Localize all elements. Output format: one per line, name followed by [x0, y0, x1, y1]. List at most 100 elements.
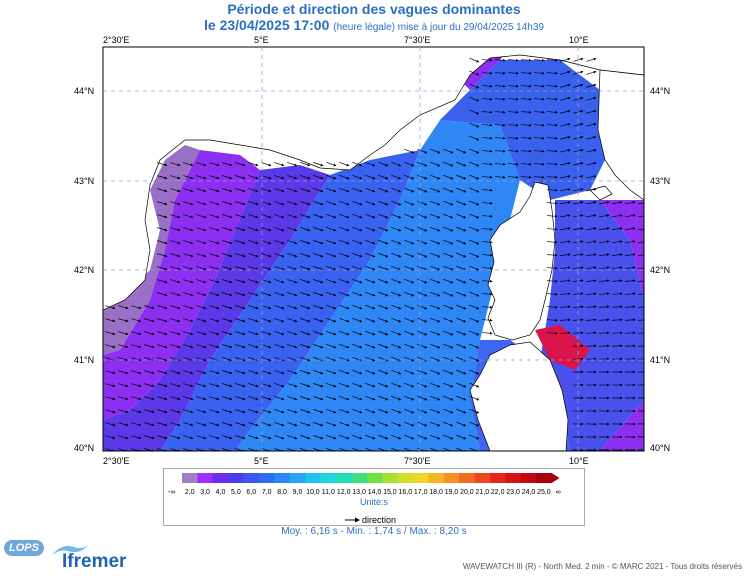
direction-arrow	[261, 383, 272, 388]
direction-arrow	[196, 435, 207, 440]
direction-arrow	[417, 161, 428, 167]
direction-arrow	[391, 382, 402, 388]
land-mainland	[103, 47, 644, 311]
direction-arrow	[339, 421, 350, 427]
direction-arrow	[235, 175, 246, 180]
direction-arrow	[546, 188, 558, 192]
direction-arrow	[131, 357, 142, 362]
direction-arrow	[118, 344, 129, 349]
direction-arrow	[612, 201, 623, 205]
direction-arrow	[235, 292, 246, 297]
direction-arrow	[313, 175, 324, 180]
direction-arrow	[456, 174, 467, 180]
direction-arrow	[287, 305, 298, 310]
direction-arrow	[469, 304, 480, 310]
direction-arrow	[507, 84, 519, 88]
direction-arrow	[507, 162, 519, 166]
direction-arrow	[235, 279, 246, 284]
land-italy	[597, 69, 644, 201]
direction-arrow	[443, 291, 454, 297]
direction-arrow	[546, 253, 558, 257]
direction-arrow	[404, 382, 415, 388]
direction-arrow	[637, 332, 644, 334]
direction-arrow	[222, 305, 233, 310]
direction-arrow	[611, 292, 623, 296]
direction-arrow	[417, 408, 428, 414]
direction-arrow	[287, 344, 298, 349]
legend-value-label: 14,0	[368, 489, 382, 496]
direction-arrow	[559, 279, 571, 283]
direction-arrow	[105, 383, 116, 388]
direction-arrow	[170, 162, 181, 167]
legend-swatch	[289, 473, 306, 483]
direction-arrow	[235, 448, 246, 451]
direction-arrow	[481, 97, 493, 101]
direction-arrow	[261, 422, 272, 427]
direction-arrow	[209, 370, 220, 375]
direction-arrow	[235, 266, 246, 271]
direction-arrow	[456, 291, 467, 297]
direction-arrow	[326, 253, 337, 258]
direction-arrow	[520, 110, 532, 114]
direction-arrow	[300, 331, 311, 336]
direction-arrow	[339, 356, 350, 362]
lon-label-bottom: 2°30'E	[103, 456, 129, 466]
direction-arrow	[365, 421, 376, 427]
direction-arrow	[533, 97, 545, 101]
direction-arrow	[235, 396, 246, 401]
direction-arrow	[196, 370, 207, 375]
direction-arrow	[469, 408, 480, 414]
lops-logo[interactable]: LOPS	[4, 540, 44, 556]
direction-arrow	[469, 70, 480, 76]
direction-arrow	[287, 292, 298, 297]
direction-arrow	[261, 162, 272, 167]
direction-arrow	[222, 292, 233, 297]
direction-arrow	[326, 162, 337, 167]
direction-arrow	[235, 318, 246, 323]
direction-arrow	[170, 292, 181, 297]
direction-arrow	[274, 422, 285, 427]
direction-arrow	[533, 58, 545, 62]
direction-arrow	[560, 96, 571, 101]
legend-value-label: 11,0	[322, 489, 335, 496]
direction-arrow	[378, 408, 389, 414]
direction-arrow	[560, 135, 571, 140]
direction-arrow	[326, 357, 337, 362]
ifremer-logo[interactable]: Ifremer	[62, 551, 127, 572]
direction-arrow	[118, 435, 129, 440]
direction-arrow	[560, 109, 571, 114]
legend-swatch	[505, 473, 522, 483]
direction-arrow	[559, 266, 571, 270]
direction-arrow	[585, 305, 597, 309]
lon-label-top: 7°30'E	[404, 35, 430, 45]
direction-arrow	[481, 253, 493, 257]
direction-arrow	[261, 292, 272, 297]
direction-arrow	[430, 447, 441, 451]
direction-arrow	[196, 175, 207, 180]
direction-arrow	[326, 214, 337, 219]
direction-arrow	[339, 161, 350, 167]
direction-arrow	[196, 383, 207, 388]
direction-arrow	[469, 343, 480, 349]
direction-arrow	[183, 175, 194, 180]
direction-arrow	[598, 279, 610, 283]
legend-swatch	[212, 473, 229, 483]
direction-arrow	[352, 213, 363, 219]
direction-arrow	[209, 396, 220, 401]
direction-arrow	[313, 318, 324, 323]
direction-arrow	[209, 435, 220, 440]
direction-arrow	[624, 240, 636, 244]
direction-arrow	[313, 331, 324, 336]
direction-arrow	[339, 291, 350, 297]
direction-arrow	[209, 214, 220, 219]
legend-swatch	[351, 473, 368, 483]
direction-arrow	[391, 369, 402, 375]
direction-arrow	[300, 396, 311, 401]
direction-arrow	[183, 370, 194, 375]
direction-arrow	[417, 382, 428, 388]
direction-arrow	[157, 253, 168, 258]
direction-arrow	[378, 395, 389, 401]
direction-arrow	[235, 188, 246, 193]
direction-arrow	[196, 240, 207, 245]
direction-arrow	[274, 266, 285, 271]
